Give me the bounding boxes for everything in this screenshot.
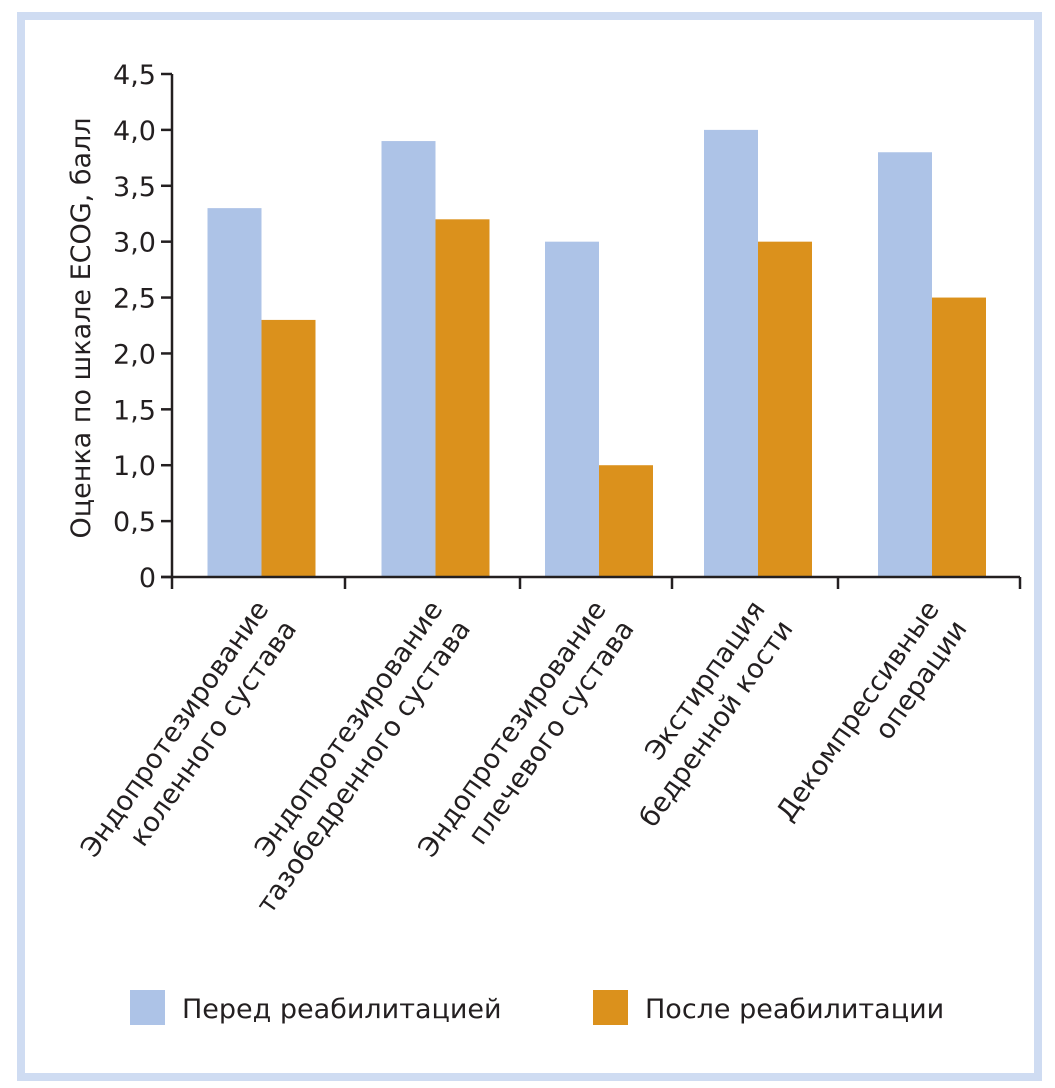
axes-group: 0 0,5 1,0 1,5 2,0 2,5 3,0 3,5 4,0 4,5 <box>113 60 1022 594</box>
y-tick-label: 1,5 <box>113 395 156 426</box>
chart-frame <box>17 12 1042 1081</box>
legend-swatch-2 <box>593 990 628 1025</box>
y-tick-label: 0 <box>139 563 156 594</box>
bar-before-2[interactable] <box>381 141 436 578</box>
y-tick-label: 2,5 <box>113 284 156 315</box>
bar-before-3[interactable] <box>545 241 599 577</box>
y-tick-label: 3,0 <box>113 228 156 259</box>
category-label-5: Декомпрессивныеоперации <box>771 595 974 846</box>
y-axis-title: Оценка по шкале ECOG, балл <box>66 117 97 538</box>
bar-after-1[interactable] <box>261 319 316 577</box>
bar-after-4[interactable] <box>758 241 812 577</box>
legend: Перед реабилитацией После реабилитации <box>130 990 944 1025</box>
y-tick-label: 4,0 <box>113 116 156 147</box>
y-tick-label: 4,5 <box>113 60 156 91</box>
legend-label-1: Перед реабилитацией <box>182 994 502 1025</box>
bars-group <box>207 129 986 578</box>
category-label-line: Эндопротезирование <box>75 595 275 863</box>
category-label-line: Декомпрессивные <box>771 595 946 827</box>
y-tick-label: 0,5 <box>113 507 156 538</box>
legend-label-2: После реабилитации <box>645 994 944 1025</box>
bar-before-4[interactable] <box>704 129 758 577</box>
y-tick-label: 1,0 <box>113 451 156 482</box>
y-tick-label: 2,0 <box>113 339 156 370</box>
legend-swatch-1 <box>130 990 165 1025</box>
bar-after-3[interactable] <box>599 465 653 577</box>
category-label-line: тазобедренного сустава <box>251 615 477 920</box>
bar-before-1[interactable] <box>207 208 262 577</box>
bar-before-5[interactable] <box>878 152 932 577</box>
y-tick-label: 3,5 <box>113 172 156 203</box>
labels-group: Эндопротезированиеколенного суставаЭндоп… <box>75 595 974 919</box>
bar-after-5[interactable] <box>932 297 986 577</box>
bar-after-2[interactable] <box>435 219 490 578</box>
